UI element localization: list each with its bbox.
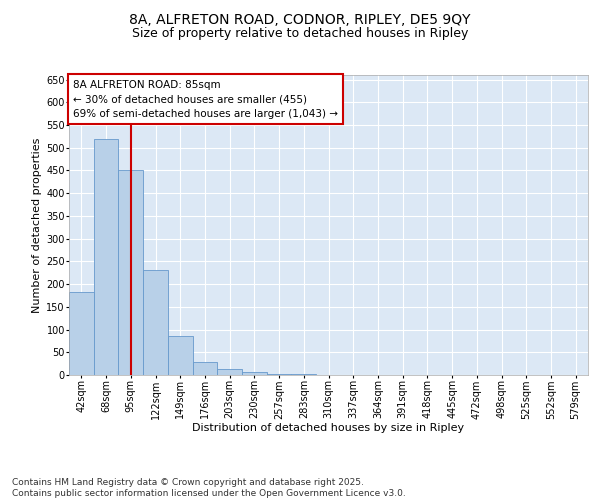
Bar [217, 369, 242, 375]
Text: Size of property relative to detached houses in Ripley: Size of property relative to detached ho… [132, 28, 468, 40]
Text: 8A ALFRETON ROAD: 85sqm
← 30% of detached houses are smaller (455)
69% of semi-d: 8A ALFRETON ROAD: 85sqm ← 30% of detache… [73, 80, 338, 119]
Bar [118, 170, 143, 375]
Bar [143, 270, 168, 375]
Bar [69, 292, 94, 375]
Bar [94, 138, 118, 375]
Bar [242, 372, 267, 375]
Bar [193, 362, 217, 375]
Bar [267, 374, 292, 375]
Y-axis label: Number of detached properties: Number of detached properties [32, 138, 42, 312]
Bar [292, 374, 316, 375]
X-axis label: Distribution of detached houses by size in Ripley: Distribution of detached houses by size … [193, 423, 464, 433]
Text: 8A, ALFRETON ROAD, CODNOR, RIPLEY, DE5 9QY: 8A, ALFRETON ROAD, CODNOR, RIPLEY, DE5 9… [129, 12, 471, 26]
Bar [168, 336, 193, 375]
Text: Contains HM Land Registry data © Crown copyright and database right 2025.
Contai: Contains HM Land Registry data © Crown c… [12, 478, 406, 498]
